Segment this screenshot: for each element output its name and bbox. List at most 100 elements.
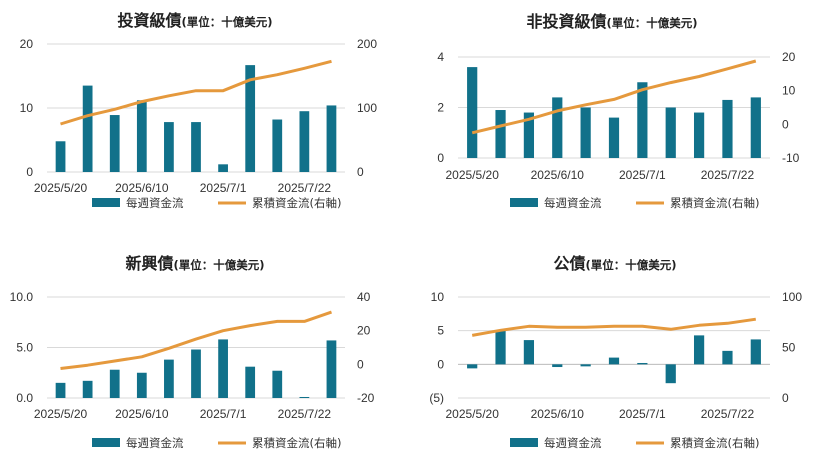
bar	[495, 330, 506, 365]
y2-tick-label: -10	[782, 151, 800, 165]
chart-legend: 每週資金流 累積資金流(右軸)	[510, 196, 759, 210]
legend-bar-label: 每週資金流	[126, 436, 184, 450]
bar	[580, 364, 591, 367]
x-tick-label: 2025/7/1	[619, 168, 666, 182]
y2-tick-label: 0	[357, 357, 364, 371]
y-tick-label: 0	[26, 165, 33, 179]
y2-tick-label: 10	[782, 84, 796, 98]
x-tick-label: 2025/5/20	[34, 407, 88, 421]
cumulative-line	[471, 59, 757, 135]
y-tick-label: 10.0	[10, 290, 34, 304]
chart-title: 非投資級債(單位：十億美元)	[526, 12, 697, 31]
bar	[191, 349, 201, 398]
y2-tick-label: 20	[782, 50, 796, 64]
chart-title-main: 投資級債	[117, 11, 181, 30]
bar	[136, 100, 147, 172]
bar	[299, 396, 310, 398]
y-tick-label: 0	[437, 357, 444, 371]
chart-title-main: 新興債	[125, 254, 173, 273]
y-tick-label: 5.0	[16, 341, 33, 355]
legend-bar-swatch	[92, 438, 120, 447]
legend-line-label: 累積資金流(右軸)	[670, 196, 759, 210]
bar	[55, 141, 66, 172]
y2-tick-label: -20	[357, 391, 375, 405]
x-tick-label: 2025/5/20	[445, 407, 499, 421]
y2-tick-label: 0	[357, 165, 364, 179]
x-tick-label: 2025/7/22	[278, 181, 332, 195]
chart-title-unit: (單位：十億美元)	[182, 15, 273, 29]
bar	[608, 117, 620, 158]
legend-line-label: 累積資金流(右軸)	[252, 196, 341, 210]
chart-legend: 每週資金流 累積資金流(右軸)	[92, 196, 341, 210]
chart-title: 公債(單位：十億美元)	[553, 254, 676, 273]
bar	[552, 97, 563, 158]
legend-bar-label: 每週資金流	[126, 196, 184, 210]
bar	[467, 67, 478, 158]
y2-tick-label: 0	[782, 391, 789, 405]
bar	[82, 85, 93, 172]
chart-legend: 每週資金流 累積資金流(右軸)	[510, 436, 759, 450]
bar	[523, 340, 535, 365]
x-tick-label: 2025/5/20	[34, 181, 88, 195]
chart-title-main: 非投資級債	[526, 12, 606, 31]
y2-tick-label: 50	[782, 341, 796, 355]
bar	[495, 110, 506, 158]
x-tick-label: 2025/7/1	[200, 181, 247, 195]
chart-title-unit: (單位：十億美元)	[586, 258, 677, 272]
bar	[191, 122, 201, 172]
chart-title-main: 公債	[553, 254, 585, 273]
bar	[218, 164, 228, 172]
y2-tick-label: 200	[357, 37, 377, 51]
y2-tick-label: 20	[357, 324, 371, 338]
bar	[552, 364, 563, 368]
bar	[523, 112, 535, 158]
cumulative-line	[60, 59, 332, 126]
chart-title: 投資級債(單位：十億美元)	[117, 11, 272, 30]
legend-bar-label: 每週資金流	[544, 196, 602, 210]
y-tick-label: (5)	[429, 391, 444, 405]
chart-title-unit: (單位：十億美元)	[607, 16, 698, 30]
y2-tick-label: 100	[782, 290, 802, 304]
bar	[272, 370, 283, 398]
bar	[722, 99, 733, 158]
y2-tick-label: 100	[357, 101, 377, 115]
bar	[665, 107, 676, 158]
cumulative-line	[471, 317, 757, 337]
y-tick-label: 2	[437, 101, 444, 115]
bar	[722, 350, 733, 365]
x-tick-label: 2025/7/22	[278, 407, 332, 421]
x-tick-label: 2025/7/1	[200, 407, 247, 421]
x-tick-label: 2025/5/20	[445, 168, 499, 182]
x-tick-label: 2025/7/22	[701, 407, 755, 421]
chart-title-unit: (單位：十億美元)	[174, 258, 265, 272]
bar	[750, 97, 761, 158]
legend-line-label: 累積資金流(右軸)	[252, 436, 341, 450]
y-tick-label: 20	[20, 37, 34, 51]
bar	[82, 380, 93, 398]
x-tick-label: 2025/6/10	[531, 168, 585, 182]
cumulative-line	[60, 310, 332, 370]
bar	[608, 357, 620, 365]
bar	[467, 364, 478, 369]
x-tick-label: 2025/7/22	[701, 168, 755, 182]
legend-bar-swatch	[510, 198, 538, 207]
chart-panel: 新興債(單位：十億美元) 0.0 5.0 10.0 -20 0 20 40 2025/5/20 2…	[10, 254, 375, 450]
x-tick-label: 2025/7/1	[619, 407, 666, 421]
chart-legend: 每週資金流 累積資金流(右軸)	[92, 436, 341, 450]
y2-tick-label: 40	[357, 290, 371, 304]
bar	[136, 372, 147, 398]
y-tick-label: 0	[437, 151, 444, 165]
y-tick-label: 5	[437, 324, 444, 338]
bar	[326, 105, 337, 172]
y2-tick-label: 0	[782, 117, 789, 131]
chart-panel: 非投資級債(單位：十億美元) 0 2 4 -10 0 10 20 2025/5/20 2025/6…	[437, 12, 799, 210]
bar	[109, 369, 120, 398]
bar	[665, 364, 676, 384]
bar	[637, 362, 648, 365]
legend-bar-swatch	[92, 198, 120, 207]
bar	[218, 339, 228, 398]
bar	[272, 119, 283, 172]
